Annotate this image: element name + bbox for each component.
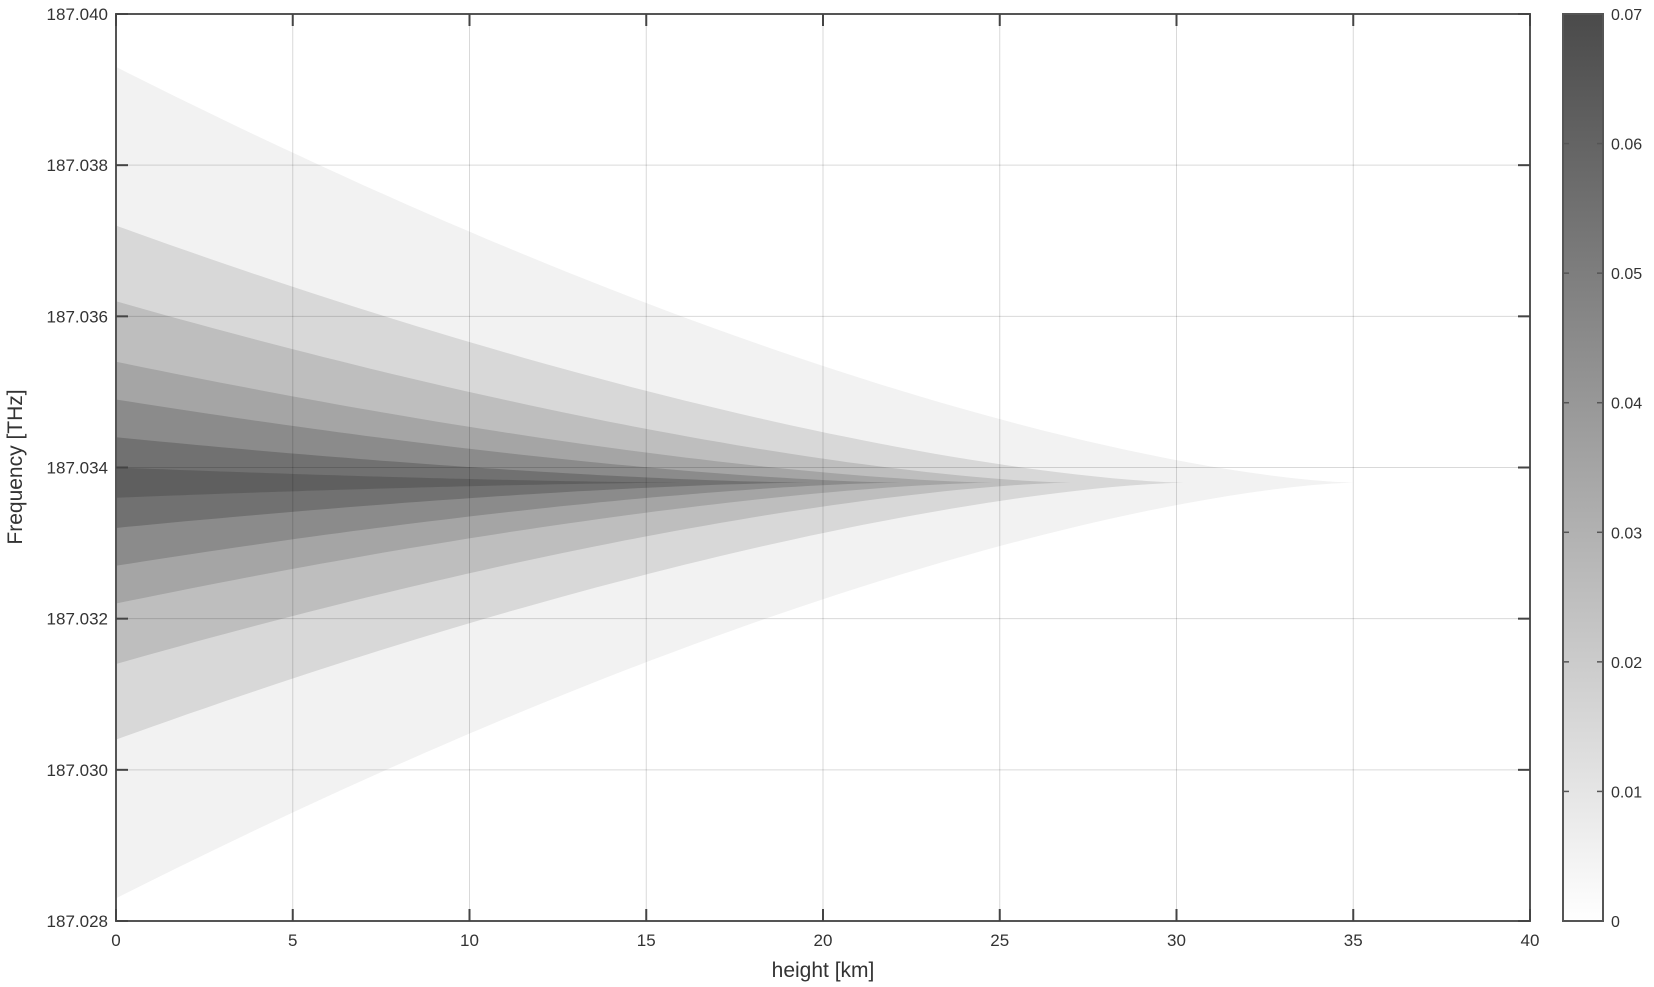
plot-area: 0 5 10 15 20 25 30 35 40 187.028187.030187.03218… — [47, 5, 1540, 950]
x-tick-label: 25 — [990, 931, 1009, 950]
y-tick-label: 187.038 — [47, 156, 108, 175]
x-tick-label: 35 — [1344, 931, 1363, 950]
colorbar-tick-label: 0.07 — [1611, 7, 1642, 24]
x-tick-label: 15 — [637, 931, 656, 950]
colorbar-tick-label: 0 — [1611, 914, 1620, 931]
x-tick-label: 40 — [1521, 931, 1540, 950]
colorbar-tick-label: 0.05 — [1611, 266, 1642, 283]
colorbar-ticks: 0 0.01 0.02 0.03 0.04 0.05 0.06 0.07 — [1563, 7, 1642, 931]
x-tick-label: 30 — [1167, 931, 1186, 950]
colorbar-tick-label: 0.04 — [1611, 396, 1642, 413]
colorbar-tick-label: 0.03 — [1611, 525, 1642, 542]
x-tick-labels: 0 5 10 15 20 25 30 35 40 — [111, 931, 1539, 950]
contour-band — [116, 467, 689, 498]
x-axis-label: height [km] — [772, 959, 875, 982]
y-tick-label: 187.030 — [47, 761, 108, 780]
x-tick-label: 20 — [814, 931, 833, 950]
y-tick-label: 187.036 — [47, 307, 108, 326]
y-tick-label: 187.032 — [47, 610, 108, 629]
colorbar-tick-label: 0.01 — [1611, 784, 1642, 801]
x-tick-label: 10 — [460, 931, 479, 950]
contour-fills — [116, 66, 1354, 899]
colorbar-tick-label: 0.02 — [1611, 655, 1642, 672]
y-tick-label: 187.040 — [47, 5, 108, 24]
colorbar-tick-label: 0.06 — [1611, 137, 1642, 154]
y-tick-label: 187.028 — [47, 912, 108, 931]
axis-ticks — [115, 13, 1531, 922]
colorbar-gradient — [1562, 13, 1604, 922]
x-tick-label: 5 — [288, 931, 297, 950]
y-tick-label: 187.034 — [47, 459, 108, 478]
y-tick-labels: 187.028 187.030 187.032 187.034 187.036 187.0… — [47, 5, 108, 931]
colorbar: 0 0.01 0.02 0.03 0.04 0.05 0.06 0.07 — [1562, 7, 1642, 931]
y-axis-label: Frequency [THz] — [4, 389, 27, 544]
x-tick-label: 0 — [111, 931, 120, 950]
